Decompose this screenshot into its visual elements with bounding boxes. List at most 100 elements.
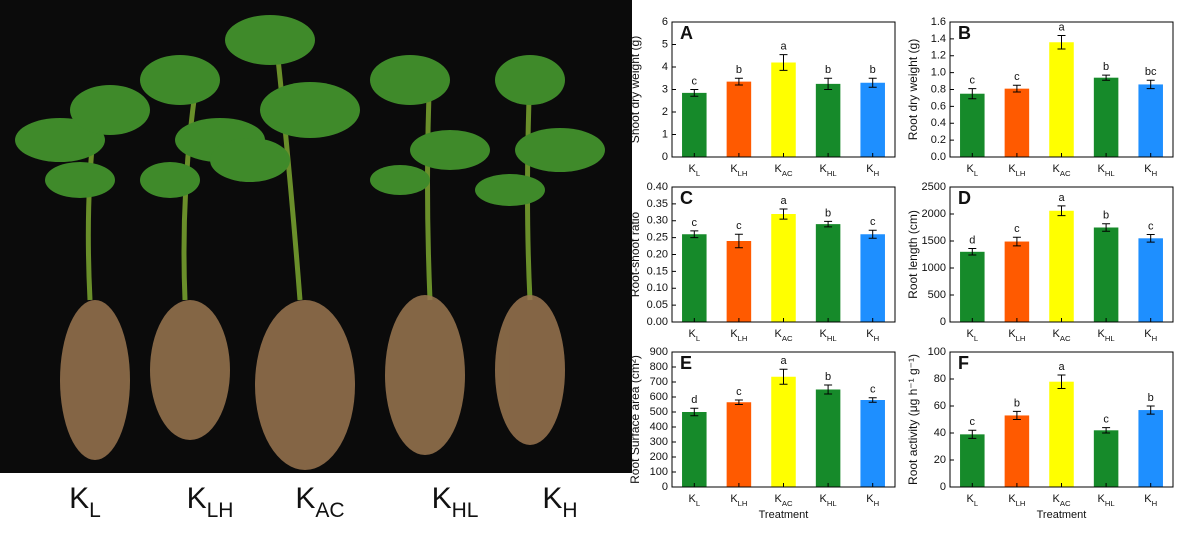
bar [1049, 42, 1074, 157]
y-tick-label: 80 [934, 373, 946, 385]
plot-frame [671, 21, 896, 158]
x-tick-label: KHL [1098, 163, 1116, 178]
error-bar [1102, 74, 1111, 81]
significance-letter: bc [1145, 66, 1157, 78]
x-tick-label: KLH [730, 163, 747, 178]
panel-letter: A [680, 23, 693, 43]
error-bar [824, 384, 833, 395]
significance-letter: c [1148, 220, 1154, 232]
x-tick-label: KLH [730, 328, 747, 343]
significance-letter: b [825, 371, 831, 383]
bar [726, 402, 752, 487]
panel-letter: B [958, 23, 971, 43]
plot-frame [949, 21, 1174, 158]
y-tick-label: 400 [650, 421, 668, 433]
y-tick-label: 0 [662, 481, 668, 493]
significance-letter: a [1058, 21, 1065, 33]
x-tick-label: KHL [1098, 328, 1116, 343]
y-tick-label: 1.6 [931, 16, 946, 28]
x-tick-label: KHL [820, 328, 838, 343]
significance-letter: c [870, 216, 876, 228]
x-tick-label: KH [1144, 493, 1157, 508]
x-tick-label: KL [966, 493, 978, 508]
significance-letter: b [736, 64, 742, 76]
x-tick-label: KL [688, 163, 700, 178]
bar [1004, 241, 1030, 322]
bar [771, 62, 796, 157]
bar [1138, 84, 1163, 157]
y-tick-label: 100 [650, 466, 668, 478]
x-tick-label: KLH [1008, 328, 1025, 343]
y-tick-label: 40 [934, 427, 946, 439]
plot-frame [949, 351, 1174, 488]
y-tick-label: 0.00 [647, 316, 668, 328]
y-tick-label: 500 [650, 406, 668, 418]
bar [726, 241, 752, 322]
bar [960, 251, 985, 322]
bar [960, 434, 985, 487]
bar [682, 92, 707, 157]
panel-letter: C [680, 188, 693, 208]
x-tick-label: KH [866, 493, 879, 508]
significance-letter: d [691, 394, 697, 406]
bar [815, 224, 841, 322]
x-tick-label: KL [688, 328, 700, 343]
x-tick-label: KH [866, 163, 879, 178]
error-bar [1057, 205, 1066, 217]
error-bar [868, 397, 877, 403]
x-tick-label: KL [966, 328, 978, 343]
x-tick-label: KL [966, 163, 978, 178]
y-tick-label: 20 [934, 454, 946, 466]
y-tick-label: 1500 [922, 235, 946, 247]
error-bar [824, 77, 833, 90]
x-tick-label: KAC [1052, 328, 1070, 343]
x-tick-label: KHL [820, 163, 838, 178]
error-bar [779, 368, 788, 385]
y-tick-label: 2000 [922, 208, 946, 220]
significance-letter: c [1103, 414, 1109, 426]
y-tick-label: 1000 [922, 262, 946, 274]
significance-letter: a [780, 355, 787, 367]
error-bar [1146, 79, 1155, 90]
bar [1138, 410, 1163, 487]
y-tick-label: 0.30 [647, 215, 668, 227]
error-bar [690, 230, 699, 239]
y-tick-label: 0.35 [647, 198, 668, 210]
y-tick-label: 2500 [922, 181, 946, 193]
error-bar [1057, 35, 1066, 50]
bar [960, 93, 985, 157]
significance-letter: a [780, 41, 787, 53]
plot-frame [671, 351, 896, 488]
x-tick-label: KLH [730, 493, 747, 508]
y-axis-label: Root length (cm) [906, 210, 920, 299]
bar [860, 400, 885, 487]
error-bar [868, 229, 877, 239]
significance-letter: a [780, 195, 787, 207]
y-tick-label: 0.2 [931, 134, 946, 146]
y-tick-label: 0.10 [647, 282, 668, 294]
photo-label: KAC [295, 482, 344, 522]
y-tick-label: 60 [934, 400, 946, 412]
bar [1093, 430, 1119, 487]
y-axis-label: Shoot dry weight (g) [628, 36, 642, 143]
bar [1093, 77, 1119, 157]
x-tick-label: KAC [774, 493, 792, 508]
error-bar [1012, 236, 1021, 247]
y-tick-label: 600 [650, 391, 668, 403]
y-tick-label: 0.05 [647, 299, 668, 311]
error-bar [734, 233, 743, 249]
y-tick-label: 900 [650, 346, 668, 358]
significance-letter: b [1148, 392, 1154, 404]
y-tick-label: 2 [662, 106, 668, 118]
y-tick-label: 0.40 [647, 181, 668, 193]
y-tick-label: 500 [928, 289, 946, 301]
error-bar [690, 407, 699, 417]
x-tick-label: KLH [1008, 493, 1025, 508]
plot-frame [949, 186, 1174, 323]
error-bar [779, 54, 788, 71]
y-tick-label: 800 [650, 361, 668, 373]
y-axis-label: Root activity (μg h⁻¹ g⁻¹) [906, 354, 920, 485]
y-tick-label: 5 [662, 38, 668, 50]
y-tick-label: 3 [662, 83, 668, 95]
